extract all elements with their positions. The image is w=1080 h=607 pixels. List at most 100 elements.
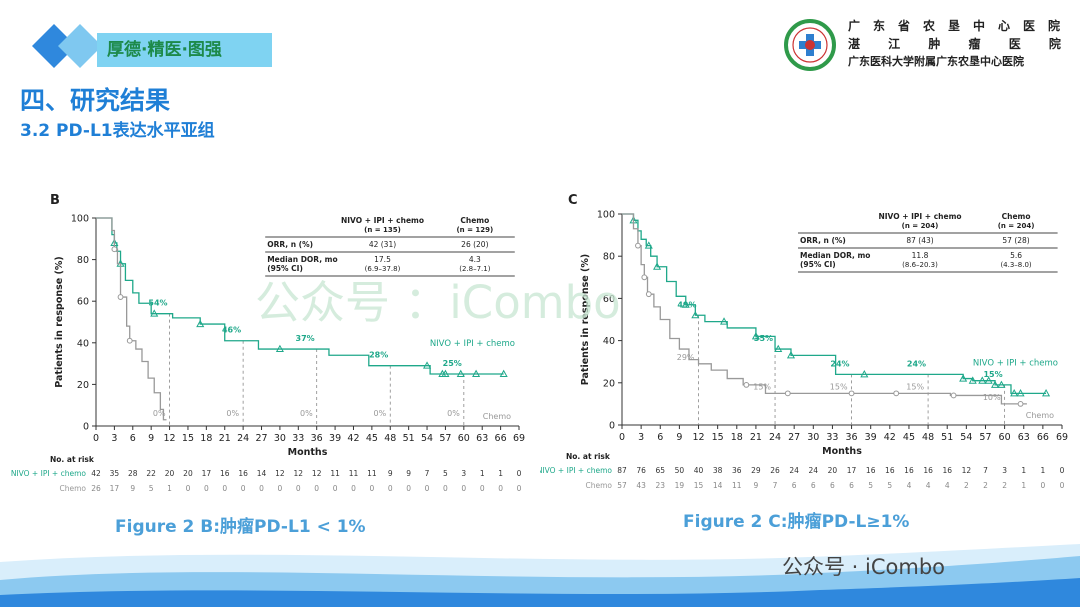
at-risk-value: 0: [388, 484, 393, 493]
table-row-label: (95% CI): [267, 264, 303, 273]
at-risk-value: 38: [713, 466, 723, 475]
table-col-n: (n = 135): [364, 226, 401, 234]
at-risk-value: 76: [636, 466, 646, 475]
censor-mark-nivo: [1042, 389, 1051, 397]
table-cell: 5.6: [1010, 251, 1022, 260]
at-risk-value: 0: [333, 484, 338, 493]
at-risk-value: 12: [294, 469, 304, 478]
at-risk-value: 0: [461, 484, 466, 493]
censor-mark-chemo: [743, 382, 750, 388]
x-tick-label: 36: [311, 433, 323, 444]
table-cell: (4.3–8.0): [1000, 261, 1031, 269]
landmark-label-chemo: 15%: [830, 382, 848, 391]
at-risk-value: 20: [828, 466, 838, 475]
at-risk-value: 22: [146, 469, 156, 478]
x-tick-label: 33: [826, 432, 838, 443]
landmark-label-nivo: 15%: [983, 370, 1002, 379]
at-risk-value: 36: [732, 466, 742, 475]
table-col-header: NIVO + IPI + chemo: [878, 212, 961, 221]
x-tick-label: 9: [148, 433, 154, 444]
at-risk-value: 0: [1060, 481, 1065, 490]
at-risk-value: 7: [425, 469, 430, 478]
y-tick-label: 20: [603, 378, 615, 389]
censor-mark-chemo: [117, 294, 124, 300]
series-label-chemo: Chemo: [1026, 411, 1054, 420]
at-risk-row-label: NIVO + IPI + chemo: [11, 469, 87, 478]
at-risk-value: 6: [830, 481, 835, 490]
at-risk-value: 87: [617, 466, 627, 475]
at-risk-value: 16: [942, 466, 952, 475]
table-cell: 87 (43): [906, 236, 933, 245]
at-risk-title: No. at risk: [50, 455, 95, 464]
at-risk-value: 16: [220, 469, 230, 478]
at-risk-value: 5: [443, 469, 448, 478]
table-col-header: NIVO + IPI + chemo: [341, 216, 424, 225]
table-col-header: Chemo: [1002, 212, 1031, 221]
series-label-nivo: NIVO + IPI + chemo: [430, 339, 515, 349]
landmark-label-nivo: 46%: [222, 326, 241, 335]
y-axis-title: Patients in response (%): [54, 256, 65, 387]
at-risk-row-label: NIVO + IPI + chemo: [540, 466, 612, 475]
x-tick-label: 3: [111, 433, 117, 444]
table-cell: (8.6–20.3): [902, 261, 938, 269]
at-risk-value: 0: [204, 484, 209, 493]
at-risk-value: 0: [517, 484, 522, 493]
x-tick-label: 12: [164, 433, 176, 444]
at-risk-value: 3: [1002, 466, 1007, 475]
x-tick-label: 24: [769, 432, 781, 443]
x-tick-label: 69: [513, 433, 525, 444]
x-tick-label: 27: [788, 432, 800, 443]
table-cell: 4.3: [469, 255, 481, 264]
landmark-label-nivo: 28%: [369, 351, 388, 360]
at-risk-value: 0: [498, 484, 503, 493]
x-tick-label: 57: [979, 432, 991, 443]
y-axis-title: Patients in response (%): [580, 254, 591, 385]
section-title: 四、研究结果: [20, 86, 171, 115]
censor-mark-nivo: [786, 351, 796, 359]
at-risk-value: 3: [461, 469, 466, 478]
at-risk-value: 1: [1040, 466, 1045, 475]
x-tick-label: 51: [403, 433, 415, 444]
censor-mark-nivo: [1016, 389, 1025, 397]
table-row-label: ORR, n (%): [267, 240, 313, 249]
x-tick-label: 3: [638, 432, 644, 443]
landmark-label-nivo: 24%: [907, 359, 926, 368]
x-tick-label: 39: [329, 433, 341, 444]
at-risk-value: 24: [789, 466, 799, 475]
y-tick-label: 40: [603, 336, 615, 347]
landmark-label-chemo: 0%: [374, 409, 387, 418]
censor-mark-nivo: [990, 380, 1000, 388]
table-cell: 57 (28): [1002, 236, 1029, 245]
at-risk-value: 11: [367, 469, 377, 478]
censor-mark-nivo: [719, 317, 729, 325]
at-risk-value: 2: [983, 481, 988, 490]
at-risk-value: 16: [866, 466, 876, 475]
y-tick-label: 60: [603, 294, 615, 305]
at-risk-value: 6: [811, 481, 816, 490]
censor-mark-nivo: [978, 376, 987, 384]
figure-caption-c: Figure 2 C:肿瘤PD-L≥1%: [683, 512, 910, 532]
x-tick-label: 69: [1056, 432, 1068, 443]
at-risk-value: 6: [849, 481, 854, 490]
at-risk-value: 5: [149, 484, 154, 493]
at-risk-value: 23: [655, 481, 665, 490]
censor-mark-nivo: [422, 361, 432, 369]
landmark-label-chemo: 29%: [677, 353, 695, 362]
at-risk-value: 0: [369, 484, 374, 493]
x-tick-label: 39: [865, 432, 877, 443]
at-risk-value: 12: [312, 469, 322, 478]
at-risk-value: 17: [847, 466, 857, 475]
censor-mark-nivo: [860, 370, 869, 378]
at-risk-value: 57: [617, 481, 627, 490]
at-risk-value: 14: [713, 481, 723, 490]
at-risk-value: 11: [330, 469, 340, 478]
at-risk-row-label: Chemo: [60, 484, 87, 493]
x-tick-label: 45: [903, 432, 915, 443]
at-risk-value: 7: [983, 466, 988, 475]
at-risk-value: 40: [694, 466, 704, 475]
table-col-n: (n = 129): [456, 226, 493, 234]
x-tick-label: 51: [941, 432, 953, 443]
y-tick-label: 100: [71, 214, 89, 225]
